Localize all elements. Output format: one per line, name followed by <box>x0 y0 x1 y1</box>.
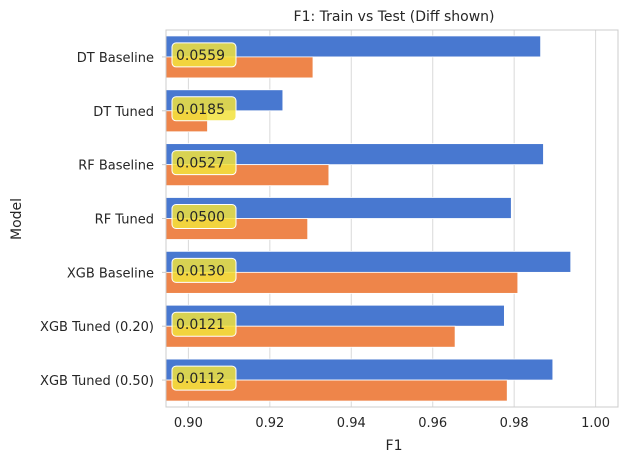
y-tick-label: XGB Tuned (0.20) <box>40 320 154 335</box>
diff-annotation-box <box>171 257 237 283</box>
x-tick-label: 0.92 <box>255 416 284 431</box>
diff-annotation: 0.0559 <box>171 42 237 68</box>
x-tick-label: 0.90 <box>174 416 203 431</box>
diff-annotation: 0.0185 <box>171 96 237 122</box>
y-tick-label: RF Tuned <box>95 213 154 228</box>
y-axis-label: Model <box>9 198 25 240</box>
diff-annotation: 0.0500 <box>171 204 237 229</box>
x-axis-label: F1 <box>386 438 403 454</box>
y-tick-label: XGB Tuned (0.50) <box>40 374 154 389</box>
x-tick-label: 1.00 <box>581 416 610 431</box>
y-tick-label: RF Baseline <box>78 159 154 174</box>
diff-annotation-label: 0.0527 <box>176 156 225 172</box>
annotation-layer: 0.0559 0.0185 0.0527 0.0500 0.0130 0.0121 0.01… <box>171 42 237 391</box>
x-tick-layer: 0.90 0.92 0.94 0.96 0.98 1.00 <box>174 416 610 431</box>
diff-annotation: 0.0112 <box>171 365 237 391</box>
diff-annotation-box <box>171 311 237 337</box>
diff-annotation-box <box>171 365 237 391</box>
x-tick-label: 0.96 <box>418 416 447 431</box>
diff-annotation-label: 0.0185 <box>176 102 225 118</box>
diff-annotation-box <box>171 204 237 229</box>
x-tick-label: 0.94 <box>337 416 366 431</box>
diff-annotation: 0.0130 <box>171 257 237 283</box>
diff-annotation-label: 0.0500 <box>176 210 225 226</box>
diff-annotation-box <box>171 150 237 176</box>
diff-annotation-label: 0.0121 <box>176 317 225 333</box>
diff-annotation-box <box>171 96 237 122</box>
diff-annotation: 0.0527 <box>171 150 237 176</box>
y-tick-label: DT Tuned <box>93 105 154 120</box>
diff-annotation-label: 0.0112 <box>176 371 225 387</box>
y-tick-label: DT Baseline <box>77 51 154 66</box>
diff-annotation-label: 0.0130 <box>176 263 225 279</box>
diff-annotation-box <box>171 42 237 68</box>
x-tick-label: 0.98 <box>500 416 529 431</box>
chart-title: F1: Train vs Test (Diff shown) <box>294 9 495 25</box>
y-tick-label: XGB Baseline <box>67 266 154 281</box>
y-tick-layer: DT Baseline DT Tuned RF Baseline RF Tuned XG… <box>40 51 166 389</box>
diff-annotation-label: 0.0559 <box>176 48 225 64</box>
diff-annotation: 0.0121 <box>171 311 237 337</box>
